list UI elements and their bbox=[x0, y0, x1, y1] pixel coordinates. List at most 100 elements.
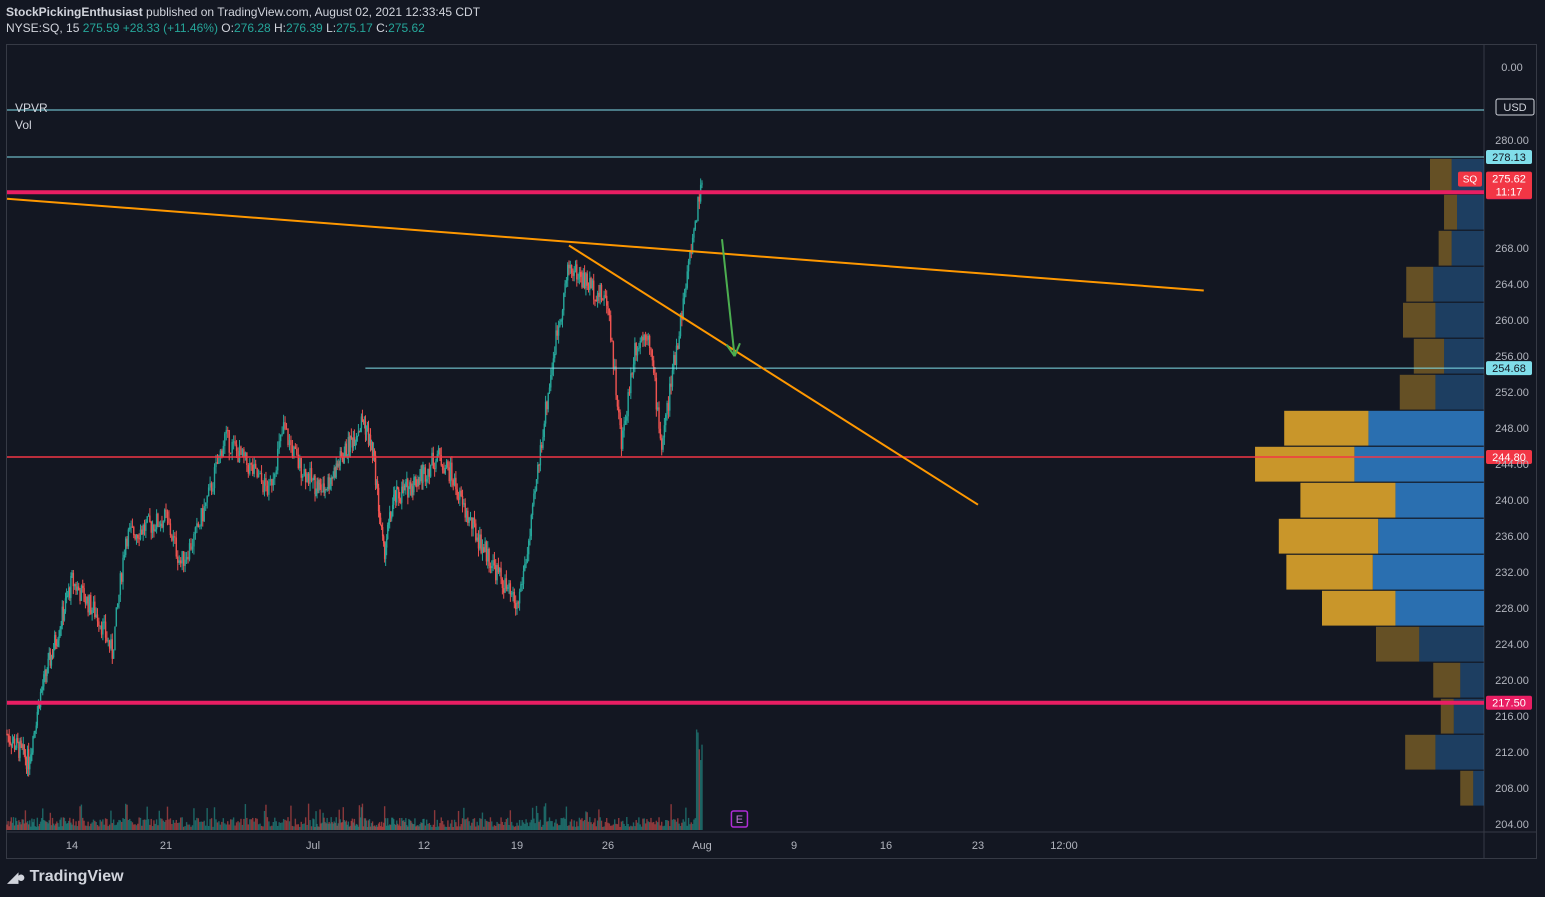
trendline[interactable] bbox=[6, 197, 1204, 292]
candle-body bbox=[227, 430, 229, 432]
candle-body bbox=[163, 509, 166, 522]
volume-bar bbox=[288, 821, 291, 830]
candle-body bbox=[60, 626, 62, 629]
indicator-legend[interactable]: VPVR Vol bbox=[15, 101, 48, 132]
volume-bar bbox=[614, 819, 616, 830]
volume-bar bbox=[277, 825, 279, 830]
volume-bar bbox=[655, 820, 658, 830]
volume-bar bbox=[368, 819, 371, 830]
candle-body bbox=[285, 428, 288, 430]
volume-bar bbox=[476, 821, 478, 830]
candle-body bbox=[651, 350, 654, 361]
volume-bar bbox=[567, 825, 569, 830]
indicator-name[interactable]: Vol bbox=[15, 118, 32, 132]
projection-arrow[interactable] bbox=[721, 239, 741, 357]
author-name[interactable]: StockPickingEnthusiast bbox=[6, 5, 143, 19]
candle-body bbox=[50, 654, 53, 666]
candle-body bbox=[638, 347, 640, 349]
volume-bar bbox=[106, 819, 108, 830]
candle-body bbox=[395, 490, 397, 503]
volume-bar bbox=[163, 821, 166, 830]
volume-bar bbox=[522, 822, 525, 830]
candle-body bbox=[569, 265, 571, 269]
candle-body bbox=[51, 654, 54, 658]
volume-bar bbox=[347, 821, 350, 830]
volume-bar bbox=[360, 807, 363, 830]
candle-body bbox=[296, 448, 298, 455]
last-price-value: 275.62 bbox=[1492, 174, 1526, 186]
volume-bar bbox=[685, 807, 687, 830]
volume-bar bbox=[363, 818, 366, 830]
candle-body bbox=[497, 564, 500, 573]
candle-body bbox=[143, 525, 146, 531]
volume-bar bbox=[315, 811, 317, 830]
volume-bar bbox=[99, 819, 101, 830]
candle-body bbox=[106, 637, 108, 642]
volume-bar bbox=[405, 818, 407, 830]
trendline[interactable] bbox=[568, 244, 979, 506]
candle-body bbox=[373, 450, 376, 456]
candle-body bbox=[265, 478, 267, 486]
candle-body bbox=[634, 343, 636, 365]
candle-body bbox=[250, 463, 252, 465]
candle-body bbox=[322, 483, 324, 492]
volume-bar bbox=[11, 822, 14, 830]
candle-body bbox=[294, 446, 297, 449]
candle-body bbox=[451, 462, 453, 480]
volume-bar bbox=[577, 826, 579, 830]
candle-body bbox=[563, 293, 565, 311]
volume-bar bbox=[359, 817, 362, 830]
candle-body bbox=[602, 299, 604, 301]
candle-body bbox=[646, 339, 648, 341]
price-axis[interactable]: 0.00 280.00 268.00 264.00 260.00 256.00 252.00… bbox=[1495, 62, 1529, 831]
candle-body bbox=[457, 498, 460, 500]
time-axis[interactable]: 14 21 Jul 12 19 26 Aug 9 16 23 12:00 bbox=[66, 840, 1078, 852]
earnings-marker[interactable]: E bbox=[730, 810, 749, 828]
volume-bar bbox=[221, 821, 223, 830]
vp-bar-down bbox=[1278, 518, 1379, 554]
candle-body bbox=[418, 479, 420, 484]
volume-bar bbox=[576, 821, 578, 830]
candle-body bbox=[125, 538, 127, 555]
volume-bar bbox=[529, 822, 531, 830]
chart-frame[interactable] bbox=[6, 44, 1537, 859]
candle-body bbox=[422, 468, 424, 484]
candle-body bbox=[351, 438, 354, 448]
volume-bar bbox=[484, 819, 486, 830]
vp-bar-up bbox=[1354, 446, 1484, 482]
volume-bar bbox=[196, 817, 198, 830]
volume-bar bbox=[27, 824, 30, 830]
candle-body bbox=[489, 566, 492, 569]
candle-body bbox=[107, 640, 109, 642]
volume-bar bbox=[100, 821, 103, 830]
volume-bar bbox=[243, 818, 245, 830]
volume-bar bbox=[460, 824, 462, 830]
candle-body bbox=[209, 483, 211, 488]
candle-body bbox=[529, 536, 531, 541]
candle-body bbox=[581, 276, 583, 288]
indicator-name[interactable]: VPVR bbox=[15, 101, 48, 115]
candle-body bbox=[391, 516, 393, 519]
currency-badge[interactable]: USD bbox=[1495, 98, 1535, 116]
volume-bar bbox=[57, 823, 59, 830]
candle-body bbox=[429, 465, 432, 477]
volume-bar bbox=[88, 826, 91, 830]
candle-body bbox=[415, 477, 417, 487]
volume-bar bbox=[204, 825, 207, 830]
candle-body bbox=[507, 587, 509, 589]
volume-bar bbox=[336, 825, 338, 830]
volume-bar bbox=[362, 826, 365, 830]
volume-bar bbox=[504, 822, 506, 830]
volume-bar bbox=[300, 821, 302, 830]
volume-bar bbox=[643, 818, 645, 830]
volume-bar bbox=[21, 819, 23, 830]
volume-bar bbox=[432, 824, 434, 830]
candle-body bbox=[32, 736, 34, 753]
candle-body bbox=[240, 446, 242, 455]
volume-bar bbox=[574, 826, 577, 830]
volume-bar bbox=[318, 826, 320, 830]
candle-body bbox=[677, 345, 679, 349]
vp-bar-down bbox=[1322, 590, 1396, 626]
candle-body bbox=[59, 628, 61, 637]
